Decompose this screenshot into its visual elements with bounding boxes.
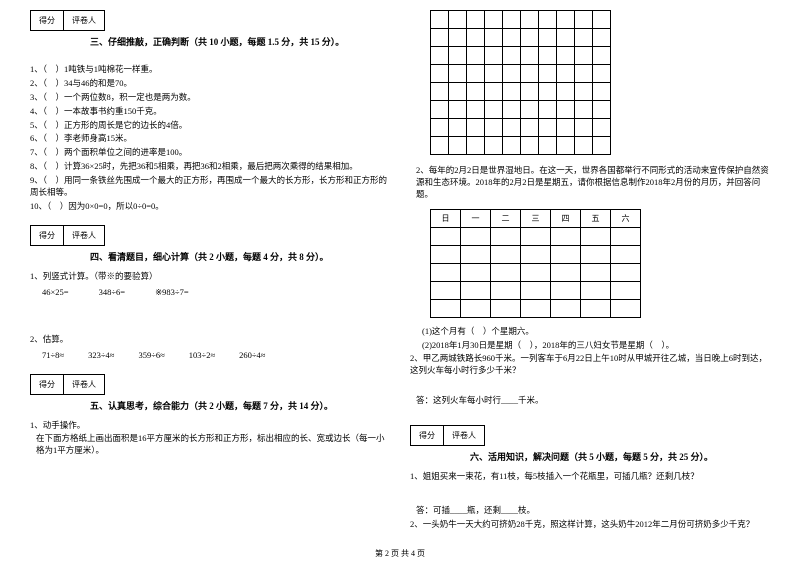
calc: 359÷6≈ [138,350,164,360]
score-box-4: 得分 评卷人 [30,225,390,246]
calc: 348÷6= [99,287,125,298]
s3-q10: 10、（ ）因为0×0=0，所以0÷0=0。 [30,201,390,213]
s4-row2: 71÷8≈ 323÷4≈ 359÷6≈ 103÷2≈ 260÷4≈ [42,350,390,360]
s3-q5: 5、（ ）正方形的周长是它的边长的4倍。 [30,120,390,132]
s5-q1: 1、动手操作。 [30,420,390,432]
s5-q1sub: 在下面方格纸上画出面积是16平方厘米的长方形和正方形，标出相应的长、宽或边长（每… [36,433,390,457]
s6-q1ans: 答：可插____瓶，还剩____枝。 [416,505,770,517]
grader-label: 评卷人 [444,425,485,446]
s3-q9: 9、（ ）用同一条铁丝先围成一个最大的正方形，再围成一个最大的长方形，长方形和正… [30,175,390,199]
cal-h: 六 [611,209,641,227]
s5-q3: 2、甲乙两城铁路长960千米。一列客车于6月22日上午10时从甲城开往乙城，当日… [410,353,770,377]
s4-row1: 46×25= 348÷6= ※983÷7= [42,287,390,298]
s3-q7: 7、（ ）两个面积单位之间的进率是100。 [30,147,390,159]
calc: 103÷2≈ [189,350,215,360]
calendar-grid: 日 一 二 三 四 五 六 [430,209,641,318]
s3-q6: 6、（ ）李老师身高15米。 [30,133,390,145]
calc: ※983÷7= [155,287,189,298]
grader-label: 评卷人 [64,10,105,31]
score-label: 得分 [30,225,64,246]
drawing-grid [430,10,611,155]
section6-title: 六、活用知识，解决问题（共 5 小题，每题 5 分，共 25 分）。 [470,450,770,463]
score-label: 得分 [30,10,64,31]
s5-q2b: (2)2018年1月30日是星期（ ），2018年的三八妇女节是星期（ ）。 [422,340,770,352]
s3-q2: 2、（ ）34与46的和是70。 [30,78,390,90]
s3-q4: 4、（ ）一本故事书约重150千克。 [30,106,390,118]
cal-h: 二 [491,209,521,227]
section5-title: 五、认真思考，综合能力（共 2 小题，每题 7 分，共 14 分）。 [90,399,390,412]
score-box-5: 得分 评卷人 [30,374,390,395]
cal-h: 四 [551,209,581,227]
score-label: 得分 [410,425,444,446]
calc: 323÷4≈ [88,350,114,360]
s5-q2a: (1)这个月有（ ）个星期六。 [422,326,770,338]
calc: 46×25= [42,287,69,298]
s5-q2: 2、每年的2月2日是世界湿地日。在这一天，世界各国都举行不同形式的活动来宣传保护… [416,165,770,201]
section4-title: 四、看清题目，细心计算（共 2 小题，每题 4 分，共 8 分）。 [90,250,390,263]
s3-q1: 1、（ ）1吨铁与1吨棉花一样重。 [30,64,390,76]
section3-title: 三、仔细推敲，正确判断（共 10 小题，每题 1.5 分，共 15 分）。 [90,35,390,48]
grader-label: 评卷人 [64,374,105,395]
right-column: 2、每年的2月2日是世界湿地日。在这一天，世界各国都举行不同形式的活动来宣传保护… [410,10,770,533]
calc: 71÷8≈ [42,350,64,360]
s3-q3: 3、（ ）一个两位数8，积一定也是两为数。 [30,92,390,104]
s5-q3ans: 答：这列火车每小时行____千米。 [416,395,770,407]
cal-h: 三 [521,209,551,227]
calc: 260÷4≈ [239,350,265,360]
s6-q1: 1、姐姐买来一束花，有11枝，每5枝插入一个花瓶里，可插几瓶？还剩几枝？ [410,471,770,483]
grader-label: 评卷人 [64,225,105,246]
score-box-3: 得分 评卷人 [30,10,390,31]
s6-q2: 2、一头奶牛一天大约可挤奶28千克，照这样计算，这头奶牛2012年二月份可挤奶多… [410,519,770,531]
page-footer: 第 2 页 共 4 页 [0,548,800,559]
left-column: 得分 评卷人 三、仔细推敲，正确判断（共 10 小题，每题 1.5 分，共 15… [30,10,390,533]
s3-q8: 8、（ ）计算36×25时，先把36和5相乘，再把36和2相乘，最后把两次乘得的… [30,161,390,173]
cal-h: 五 [581,209,611,227]
s4-q2: 2、估算。 [30,334,390,346]
cal-h: 一 [461,209,491,227]
score-box-6: 得分 评卷人 [410,425,770,446]
score-label: 得分 [30,374,64,395]
cal-h: 日 [431,209,461,227]
s4-q1: 1、列竖式计算。（带※的要验算） [30,271,390,283]
